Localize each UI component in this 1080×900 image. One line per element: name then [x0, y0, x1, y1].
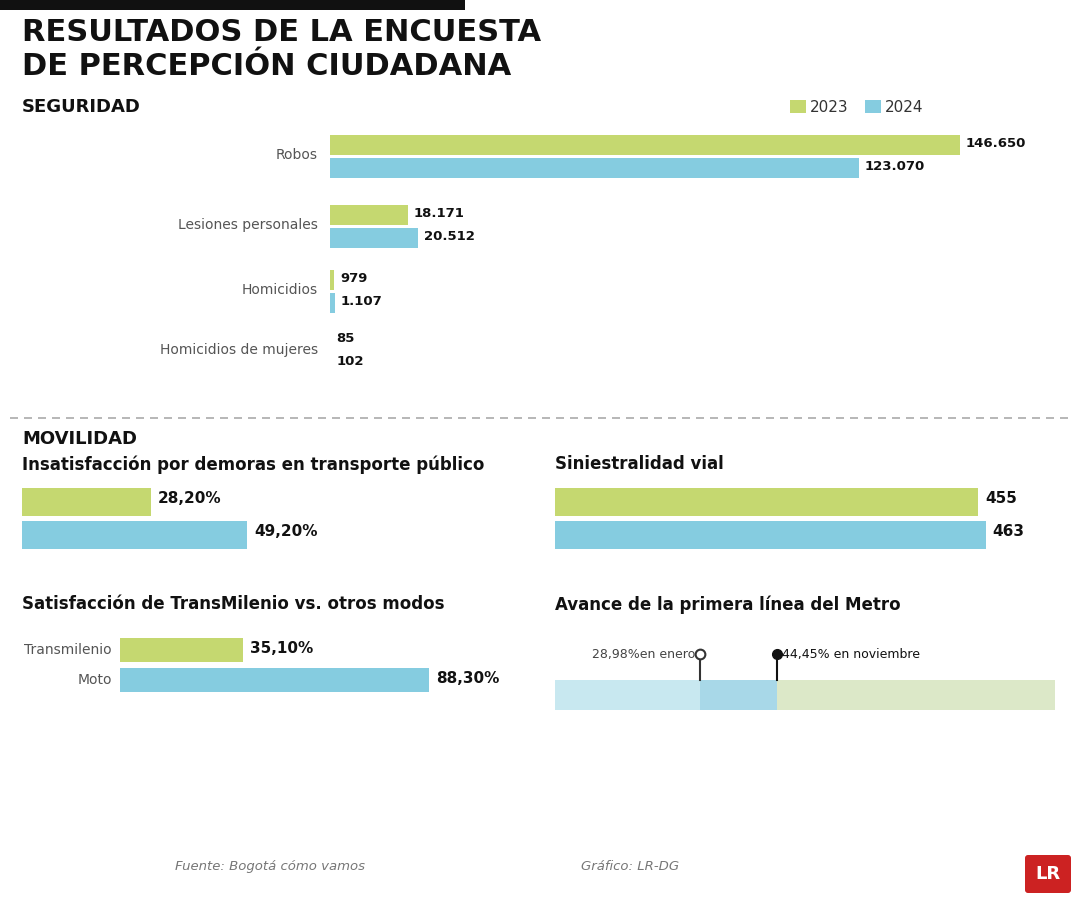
Text: Homicidios de mujeres: Homicidios de mujeres	[160, 343, 318, 357]
Text: RESULTADOS DE LA ENCUESTA: RESULTADOS DE LA ENCUESTA	[22, 18, 541, 47]
Text: Moto: Moto	[78, 673, 112, 687]
Text: Insatisfacción por demoras en transporte público: Insatisfacción por demoras en transporte…	[22, 455, 484, 473]
Bar	[789, 100, 806, 113]
Text: 1.107: 1.107	[341, 295, 382, 308]
Bar	[330, 205, 408, 225]
Bar	[865, 100, 881, 113]
Text: Avance de la primera línea del Metro: Avance de la primera línea del Metro	[555, 595, 901, 614]
Text: 28,98%en enero: 28,98%en enero	[592, 648, 694, 661]
Text: 123.070: 123.070	[865, 160, 924, 173]
Bar	[555, 488, 978, 516]
Text: Siniestralidad vial: Siniestralidad vial	[555, 455, 724, 473]
Text: Transmilenio: Transmilenio	[25, 643, 112, 657]
Text: Lesiones personales: Lesiones personales	[178, 218, 318, 232]
Bar	[330, 228, 418, 248]
Text: 88,30%: 88,30%	[436, 671, 499, 686]
Text: SEGURIDAD: SEGURIDAD	[22, 98, 140, 116]
Text: LR: LR	[1036, 865, 1061, 883]
Text: 85: 85	[336, 332, 354, 345]
Text: 35,10%: 35,10%	[249, 641, 313, 656]
Bar	[330, 158, 859, 178]
Bar	[555, 521, 986, 549]
Bar	[555, 680, 1055, 710]
Text: 455: 455	[985, 491, 1017, 506]
Text: 44,45% en noviembre: 44,45% en noviembre	[782, 648, 920, 661]
Text: Gráfico: LR-DG: Gráfico: LR-DG	[581, 860, 679, 873]
Bar	[120, 668, 429, 692]
Bar	[22, 488, 151, 516]
Text: Robos: Robos	[276, 148, 318, 162]
Bar	[555, 680, 700, 710]
Bar	[22, 521, 247, 549]
Text: 28,20%: 28,20%	[158, 491, 221, 506]
Bar	[120, 638, 243, 662]
Bar	[330, 293, 335, 313]
Bar	[0, 0, 465, 10]
Text: 146.650: 146.650	[966, 137, 1026, 150]
Text: Homicidios: Homicidios	[242, 283, 318, 297]
Text: MOVILIDAD: MOVILIDAD	[22, 430, 137, 448]
Text: 2023: 2023	[810, 100, 849, 115]
Text: 49,20%: 49,20%	[254, 524, 318, 539]
Text: 102: 102	[337, 355, 364, 368]
Text: DE PERCEPCIÓN CIUDADANA: DE PERCEPCIÓN CIUDADANA	[22, 52, 511, 81]
FancyBboxPatch shape	[1025, 855, 1071, 893]
Text: 463: 463	[993, 524, 1025, 539]
Text: 979: 979	[340, 272, 367, 285]
Text: 2024: 2024	[885, 100, 923, 115]
Text: Satisfacción de TransMilenio vs. otros modos: Satisfacción de TransMilenio vs. otros m…	[22, 595, 445, 613]
Text: 18.171: 18.171	[414, 207, 464, 220]
Bar	[330, 135, 960, 155]
Bar	[700, 680, 778, 710]
Text: 20.512: 20.512	[424, 230, 475, 243]
Bar	[330, 270, 334, 290]
Text: Fuente: Bogotá cómo vamos: Fuente: Bogotá cómo vamos	[175, 860, 365, 873]
